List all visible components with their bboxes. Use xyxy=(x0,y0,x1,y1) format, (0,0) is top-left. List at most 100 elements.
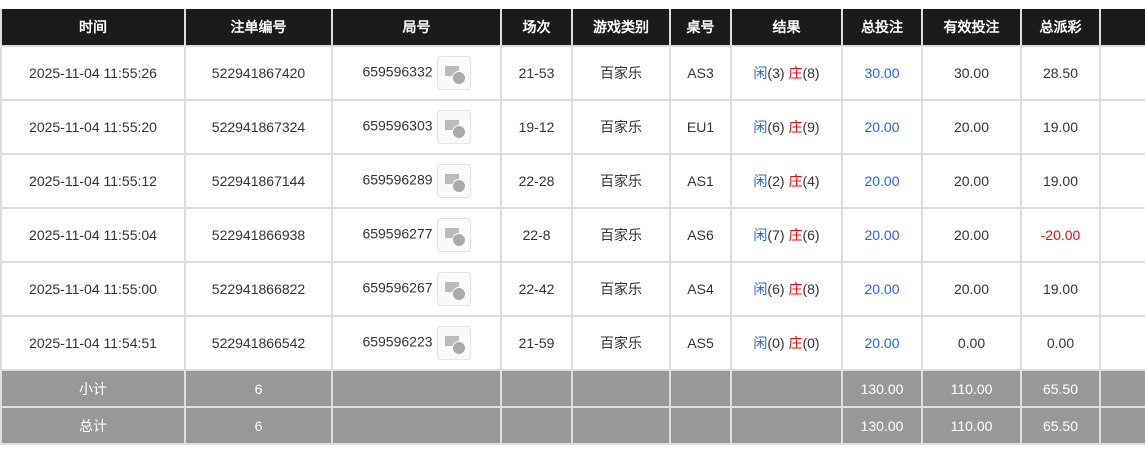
banker-score: (9) xyxy=(802,119,820,135)
round-cell: 659596223 xyxy=(331,315,502,371)
round-cell: 659596332 xyxy=(331,45,502,101)
round-number: 659596267 xyxy=(362,279,433,296)
grandtotal-valid: 110.00 xyxy=(921,406,1022,445)
video-replay-icon[interactable] xyxy=(436,326,471,360)
round-number: 659596223 xyxy=(362,333,433,350)
banker-label: 庄 xyxy=(788,227,803,243)
total-bet-link[interactable]: 20.00 xyxy=(841,261,923,317)
time-cell: 2025-11-04 11:55:26 xyxy=(0,45,186,101)
game-type-cell: 百家乐 xyxy=(571,45,671,101)
column-header: 总投注 xyxy=(841,9,923,47)
player-label: 闲 xyxy=(753,281,768,297)
valid-bet-cell: 20.00 xyxy=(921,261,1022,317)
time-cell: 2025-11-04 11:55:04 xyxy=(0,207,186,263)
time-cell: 2025-11-04 11:55:12 xyxy=(0,153,186,209)
table-cell: AS5 xyxy=(669,315,732,371)
total-bet-link[interactable]: 30.00 xyxy=(841,45,923,101)
shoe-cell: 22-28 xyxy=(500,153,573,209)
video-replay-icon[interactable] xyxy=(436,218,471,252)
subtotal-total: 130.00 xyxy=(841,369,923,408)
total-bet-link[interactable]: 20.00 xyxy=(841,315,923,371)
shoe-cell: 22-8 xyxy=(500,207,573,263)
table-cell: AS4 xyxy=(669,261,732,317)
empty-cell xyxy=(1099,45,1145,101)
result-cell: 闲(0) 庄(0) xyxy=(730,315,843,371)
bet-id-cell: 522941867420 xyxy=(184,45,333,101)
shoe-cell: 19-12 xyxy=(500,99,573,155)
total-bet-link[interactable]: 20.00 xyxy=(841,99,923,155)
table-cell: AS6 xyxy=(669,207,732,263)
banker-label: 庄 xyxy=(788,281,803,297)
payout-cell: 0.00 xyxy=(1020,315,1101,371)
round-number: 659596332 xyxy=(362,63,433,80)
bet-id-cell: 522941867324 xyxy=(184,99,333,155)
grandtotal-total: 130.00 xyxy=(841,406,923,445)
column-header: 注单编号 xyxy=(184,9,333,47)
time-cell: 2025-11-04 11:55:00 xyxy=(0,261,186,317)
round-number: 659596277 xyxy=(362,225,433,242)
game-type-cell: 百家乐 xyxy=(571,315,671,371)
round-cell: 659596277 xyxy=(331,207,502,263)
round-number: 659596289 xyxy=(362,171,433,188)
video-replay-icon[interactable] xyxy=(436,164,471,198)
result-cell: 闲(3) 庄(8) xyxy=(730,45,843,101)
empty-cell xyxy=(1099,99,1145,155)
column-header: 场次 xyxy=(500,9,573,47)
payout-cell: 19.00 xyxy=(1020,153,1101,209)
table-row: 2025-11-04 11:55:20 522941867324 6595963… xyxy=(0,99,1145,155)
game-type-cell: 百家乐 xyxy=(571,99,671,155)
round-cell: 659596267 xyxy=(331,261,502,317)
game-type-cell: 百家乐 xyxy=(571,153,671,209)
payout-cell: -20.00 xyxy=(1020,207,1101,263)
video-replay-icon[interactable] xyxy=(436,272,471,306)
grandtotal-count: 6 xyxy=(184,406,333,445)
subtotal-row: 小计 6 130.00 110.00 65.50 xyxy=(0,369,1145,408)
round-number: 659596303 xyxy=(362,117,433,134)
round-cell: 659596303 xyxy=(331,99,502,155)
valid-bet-cell: 30.00 xyxy=(921,45,1022,101)
player-label: 闲 xyxy=(753,335,768,351)
bet-id-cell: 522941867144 xyxy=(184,153,333,209)
banker-score: (0) xyxy=(802,335,820,351)
table-row: 2025-11-04 11:54:51 522941866542 6595962… xyxy=(0,315,1145,371)
banker-label: 庄 xyxy=(788,65,803,81)
result-cell: 闲(2) 庄(4) xyxy=(730,153,843,209)
player-score: (7) xyxy=(767,227,785,243)
empty-cell xyxy=(1099,207,1145,263)
game-type-cell: 百家乐 xyxy=(571,261,671,317)
banker-score: (6) xyxy=(802,227,820,243)
column-header: 时间 xyxy=(0,9,186,47)
table-row: 2025-11-04 11:55:00 522941866822 6595962… xyxy=(0,261,1145,317)
bet-id-cell: 522941866822 xyxy=(184,261,333,317)
total-bet-link[interactable]: 20.00 xyxy=(841,153,923,209)
game-type-cell: 百家乐 xyxy=(571,207,671,263)
subtotal-valid: 110.00 xyxy=(921,369,1022,408)
valid-bet-cell: 0.00 xyxy=(921,315,1022,371)
column-header: 桌号 xyxy=(669,9,732,47)
player-score: (3) xyxy=(767,65,785,81)
valid-bet-cell: 20.00 xyxy=(921,153,1022,209)
empty-cell xyxy=(1099,315,1145,371)
video-replay-icon[interactable] xyxy=(436,110,471,144)
player-label: 闲 xyxy=(753,65,768,81)
grandtotal-label: 总计 xyxy=(0,406,186,445)
shoe-cell: 21-59 xyxy=(500,315,573,371)
round-cell: 659596289 xyxy=(331,153,502,209)
banker-score: (8) xyxy=(802,65,820,81)
table-cell: EU1 xyxy=(669,99,732,155)
subtotal-payout: 65.50 xyxy=(1020,369,1101,408)
column-header: 局号 xyxy=(331,9,502,47)
time-cell: 2025-11-04 11:54:51 xyxy=(0,315,186,371)
table-cell: AS1 xyxy=(669,153,732,209)
banker-score: (8) xyxy=(802,281,820,297)
column-header: 总派彩 xyxy=(1020,9,1101,47)
video-replay-icon[interactable] xyxy=(436,56,471,90)
empty-cell xyxy=(1099,153,1145,209)
table-row: 2025-11-04 11:55:04 522941866938 6595962… xyxy=(0,207,1145,263)
shoe-cell: 21-53 xyxy=(500,45,573,101)
total-bet-link[interactable]: 20.00 xyxy=(841,207,923,263)
player-score: (2) xyxy=(767,173,785,189)
grandtotal-payout: 65.50 xyxy=(1020,406,1101,445)
result-cell: 闲(7) 庄(6) xyxy=(730,207,843,263)
column-header: 结果 xyxy=(730,9,843,47)
